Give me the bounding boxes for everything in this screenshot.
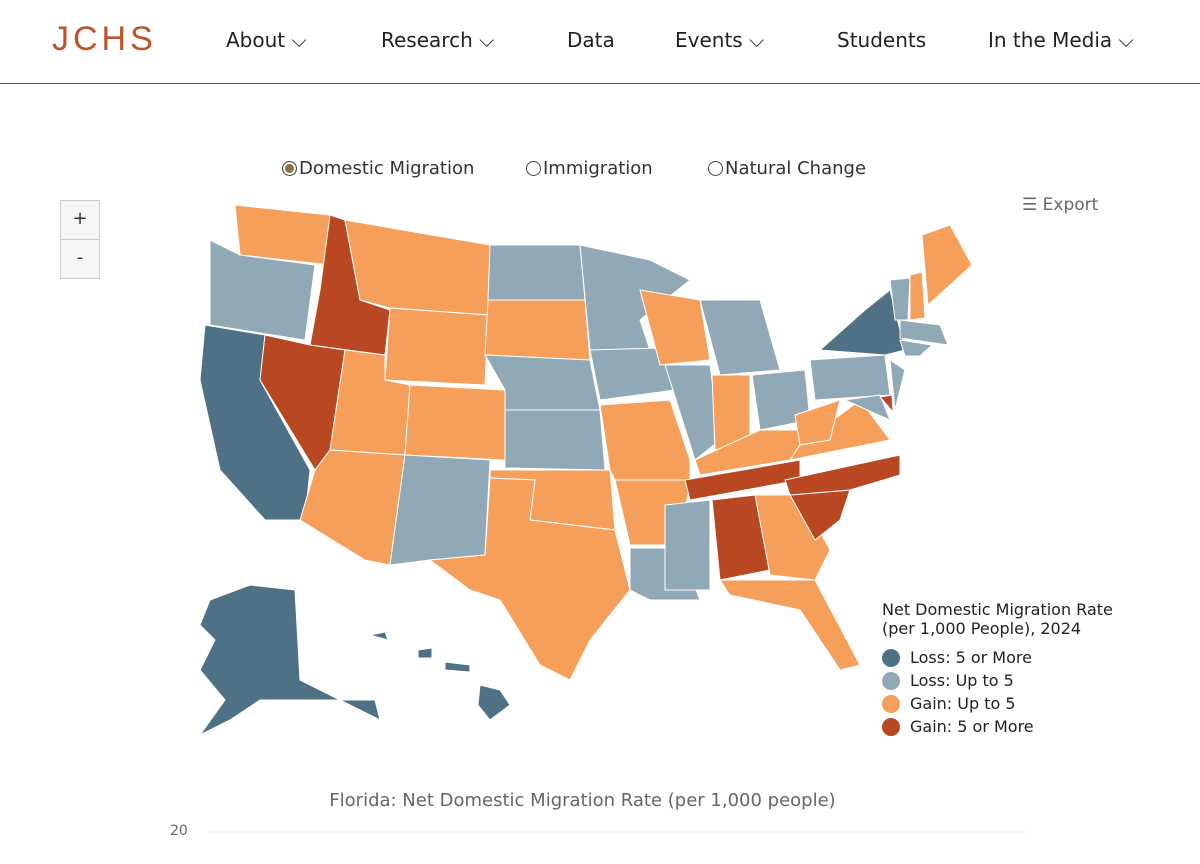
region[interactable] <box>477 684 511 721</box>
legend-label: Gain: 5 or More <box>910 717 1034 736</box>
region[interactable] <box>504 409 606 471</box>
nav-item[interactable]: About ⌵ <box>226 28 307 52</box>
region[interactable] <box>484 299 591 361</box>
region[interactable] <box>389 454 491 566</box>
region[interactable] <box>699 299 781 376</box>
region[interactable] <box>487 244 586 301</box>
nav-bar: JCHS About ⌵ Research ⌵ Data Events ⌵ St… <box>0 0 1200 84</box>
region[interactable] <box>444 661 471 673</box>
export-label: Export <box>1042 195 1099 215</box>
nav-label: Research <box>381 28 473 52</box>
region[interactable] <box>384 307 489 386</box>
region[interactable] <box>879 394 894 414</box>
zoom-in[interactable]: + <box>60 200 100 240</box>
nav-item[interactable]: Events ⌵ <box>675 28 765 52</box>
nav-label: In the Media <box>988 28 1113 52</box>
legend-item[interactable]: Loss: Up to 5 <box>882 669 1122 692</box>
region[interactable] <box>899 339 934 357</box>
legend-swatch <box>882 648 900 667</box>
nav-label: About <box>226 28 286 52</box>
radio <box>708 161 723 176</box>
nav-label: Data <box>567 28 615 52</box>
region[interactable] <box>909 271 926 321</box>
region[interactable] <box>344 219 491 316</box>
region[interactable] <box>639 289 711 366</box>
region[interactable] <box>428 477 631 681</box>
radio <box>282 161 297 176</box>
region[interactable] <box>788 399 891 461</box>
radio <box>526 161 541 176</box>
region[interactable] <box>889 358 906 411</box>
nav-item[interactable]: In the Media ⌵ <box>988 28 1134 52</box>
region[interactable] <box>794 399 841 446</box>
region[interactable] <box>843 394 891 421</box>
legend-item[interactable]: Gain: 5 or More <box>882 715 1122 738</box>
radio-option[interactable]: Immigration <box>526 158 653 179</box>
region[interactable] <box>921 224 973 307</box>
radio-label: Natural Change <box>725 158 867 179</box>
region[interactable] <box>899 319 949 346</box>
region[interactable] <box>199 584 381 736</box>
nav-label: Events <box>675 28 743 52</box>
legend-label: Gain: Up to 5 <box>910 694 1016 713</box>
radio-option[interactable]: Natural Change <box>708 158 866 179</box>
nav-item[interactable]: Students <box>837 28 926 52</box>
region[interactable] <box>889 277 911 321</box>
legend-item[interactable]: Loss: 5 or More <box>882 646 1122 669</box>
region[interactable] <box>664 499 711 591</box>
legend-title: Net Domestic Migration Rate (per 1,000 P… <box>882 600 1113 638</box>
region[interactable] <box>719 579 861 671</box>
legend-swatch <box>882 717 900 736</box>
region[interactable] <box>209 239 316 341</box>
radio-option[interactable]: Domestic Migration <box>282 158 474 179</box>
logo[interactable]: JCHS <box>52 20 157 58</box>
zoom-out[interactable]: - <box>60 239 100 279</box>
region[interactable] <box>599 399 691 481</box>
region[interactable] <box>404 384 506 461</box>
region[interactable] <box>809 354 891 401</box>
nav-item[interactable]: Research ⌵ <box>381 28 495 52</box>
legend-label: Loss: 5 or More <box>910 648 1032 667</box>
legend-label: Loss: Up to 5 <box>910 671 1014 690</box>
region[interactable] <box>369 631 389 641</box>
region[interactable] <box>784 454 901 496</box>
region[interactable] <box>417 647 433 659</box>
legend-item[interactable]: Gain: Up to 5 <box>882 692 1122 715</box>
legend-swatch <box>882 671 900 690</box>
radio-label: Domestic Migration <box>299 158 475 179</box>
export-button[interactable]: ☰ Export <box>1022 195 1099 215</box>
nav-item[interactable]: Data <box>567 28 615 52</box>
radio-label: Immigration <box>543 158 653 179</box>
chart-title: Florida: Net Domestic Migration Rate (pe… <box>329 790 836 811</box>
legend-swatch <box>882 694 900 713</box>
nav-label: Students <box>837 28 927 52</box>
legend: Net Domestic Migration Rate (per 1,000 P… <box>882 600 1122 738</box>
y-tick-label: 20 <box>170 823 188 839</box>
